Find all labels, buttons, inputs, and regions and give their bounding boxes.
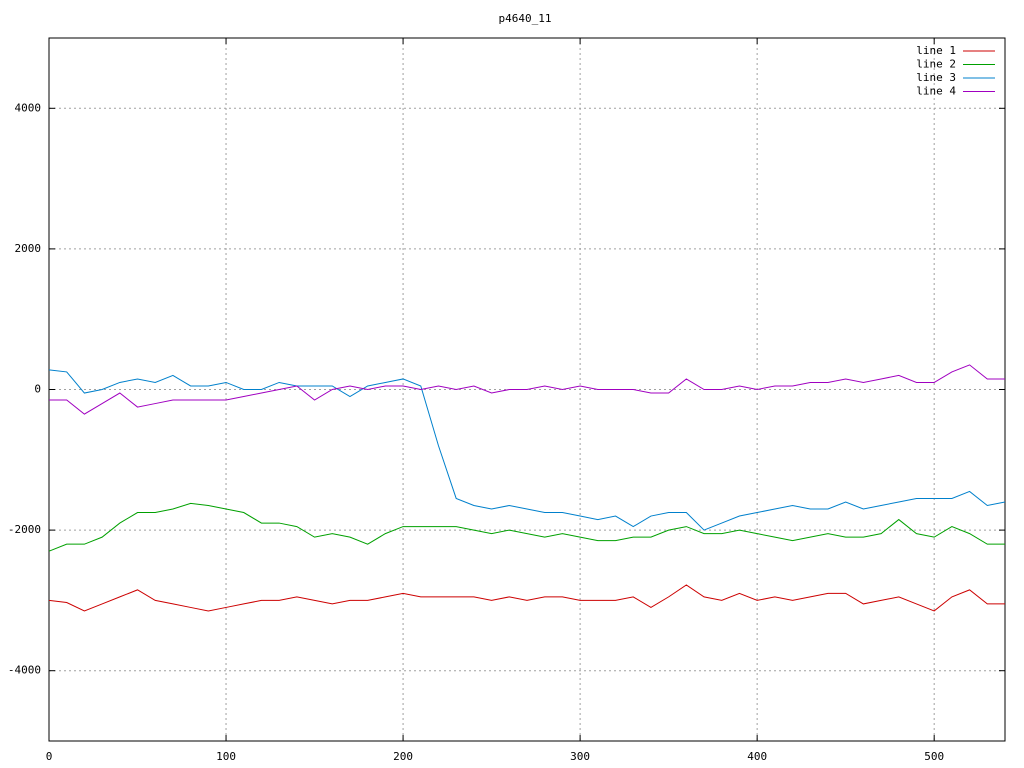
y-tick-label: -4000 xyxy=(8,664,41,677)
plot-frame xyxy=(48,37,1006,742)
y-tick-label: -2000 xyxy=(8,523,41,536)
series-line xyxy=(48,584,1005,612)
y-tick-label: 2000 xyxy=(15,242,42,255)
legend-label: line 1 xyxy=(916,44,956,57)
series-line xyxy=(48,369,1006,531)
x-tick-label: 0 xyxy=(46,750,53,763)
x-tick-label: 200 xyxy=(393,750,413,763)
x-tick-label: 500 xyxy=(924,750,944,763)
legend-label: line 4 xyxy=(916,85,956,98)
x-tick-label: 400 xyxy=(747,750,767,763)
y-tick-label: 4000 xyxy=(15,101,42,114)
chart-title: p4640_11 xyxy=(499,12,552,25)
legend-label: line 2 xyxy=(916,58,956,71)
series-line xyxy=(49,364,1005,415)
y-tick-label: 0 xyxy=(34,383,41,396)
legend-label: line 3 xyxy=(916,71,956,84)
x-tick-label: 300 xyxy=(570,750,590,763)
x-tick-label: 100 xyxy=(216,750,236,763)
series-line xyxy=(48,502,1005,552)
